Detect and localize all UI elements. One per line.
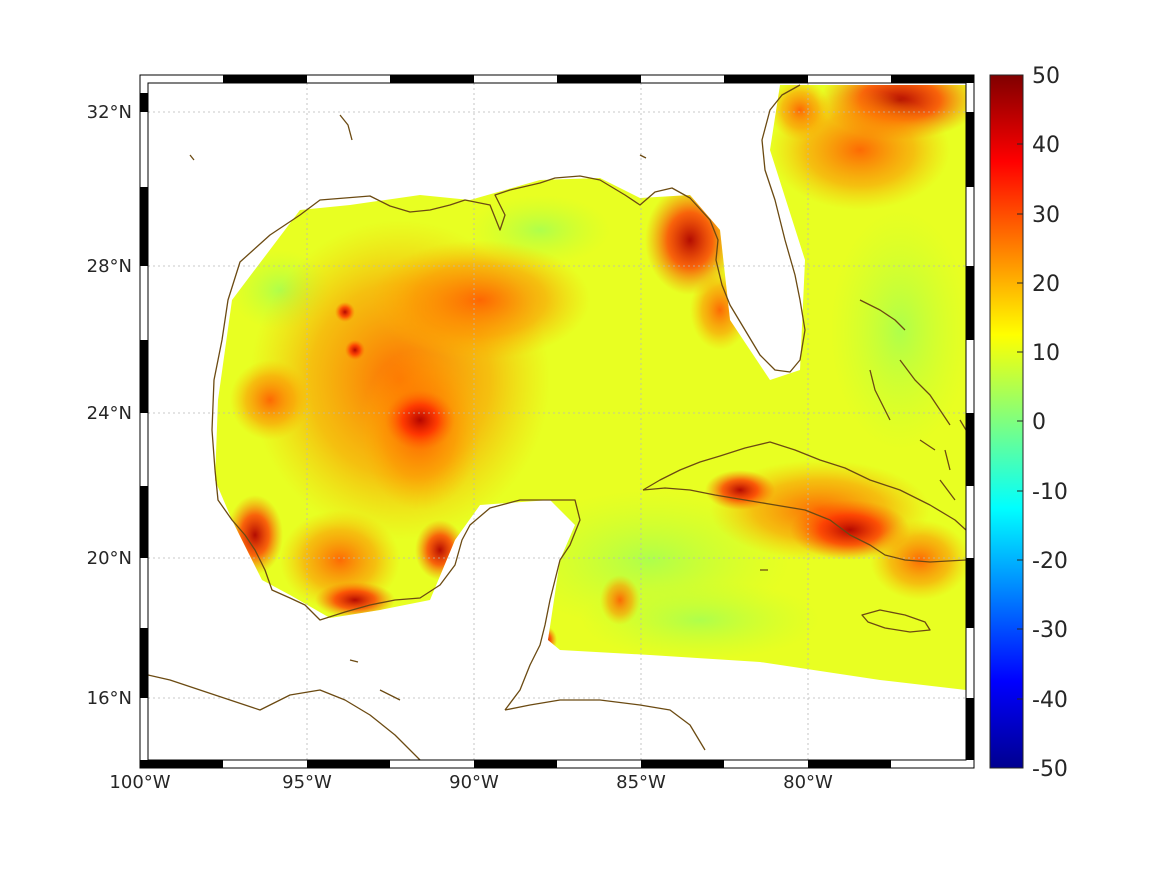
colorbar-ticks [1017,143,1023,700]
lat-label-32n: 32°N [87,102,132,123]
lat-label-16n: 16°N [87,688,132,709]
coastline-bahamas [859,299,951,471]
colorbar-label-50: 50 [1032,64,1060,89]
colorbar-label-10: 10 [1032,341,1060,366]
map-frame [139,74,975,769]
lat-label-24n: 24°N [87,403,132,424]
coastline-us-gulf [211,84,806,471]
colorbar-label-30: 30 [1032,203,1060,228]
colorbar-label-0: 0 [1032,410,1046,435]
coastline-mexico [214,469,581,711]
colorbar-label-40: 40 [1032,133,1060,158]
lon-labels: 100°W 95°W 90°W 85°W 80°W [109,772,833,793]
lon-label-85w: 85°W [616,772,666,793]
coastlines [148,84,966,760]
lon-label-90w: 90°W [449,772,499,793]
coastline-jamaica [861,609,931,633]
coastline-cuba [642,441,966,563]
colorbar-label-20: 20 [1032,272,1060,297]
colorbar-label-neg10: -10 [1032,480,1068,505]
map-area [148,83,966,760]
lat-label-20n: 20°N [87,548,132,569]
colorbar-label-neg40: -40 [1032,688,1068,713]
colorbar-label-neg20: -20 [1032,549,1068,574]
colorbar-label-neg30: -30 [1032,618,1068,643]
graticule [148,83,966,760]
colorbar-label-neg50: -50 [1032,757,1068,782]
colorbar-labels: 50 40 30 20 10 0 -10 -20 -30 -40 -50 [1032,64,1068,782]
coastline-central-america [148,674,421,760]
lon-label-80w: 80°W [783,772,833,793]
lon-label-100w: 100°W [109,772,170,793]
lat-label-28n: 28°N [87,256,132,277]
lon-label-95w: 95°W [282,772,332,793]
lat-labels: 32°N 28°N 24°N 20°N 16°N [87,102,132,709]
colorbar: 50 40 30 20 10 0 -10 -20 -30 -40 -50 [989,64,1068,782]
